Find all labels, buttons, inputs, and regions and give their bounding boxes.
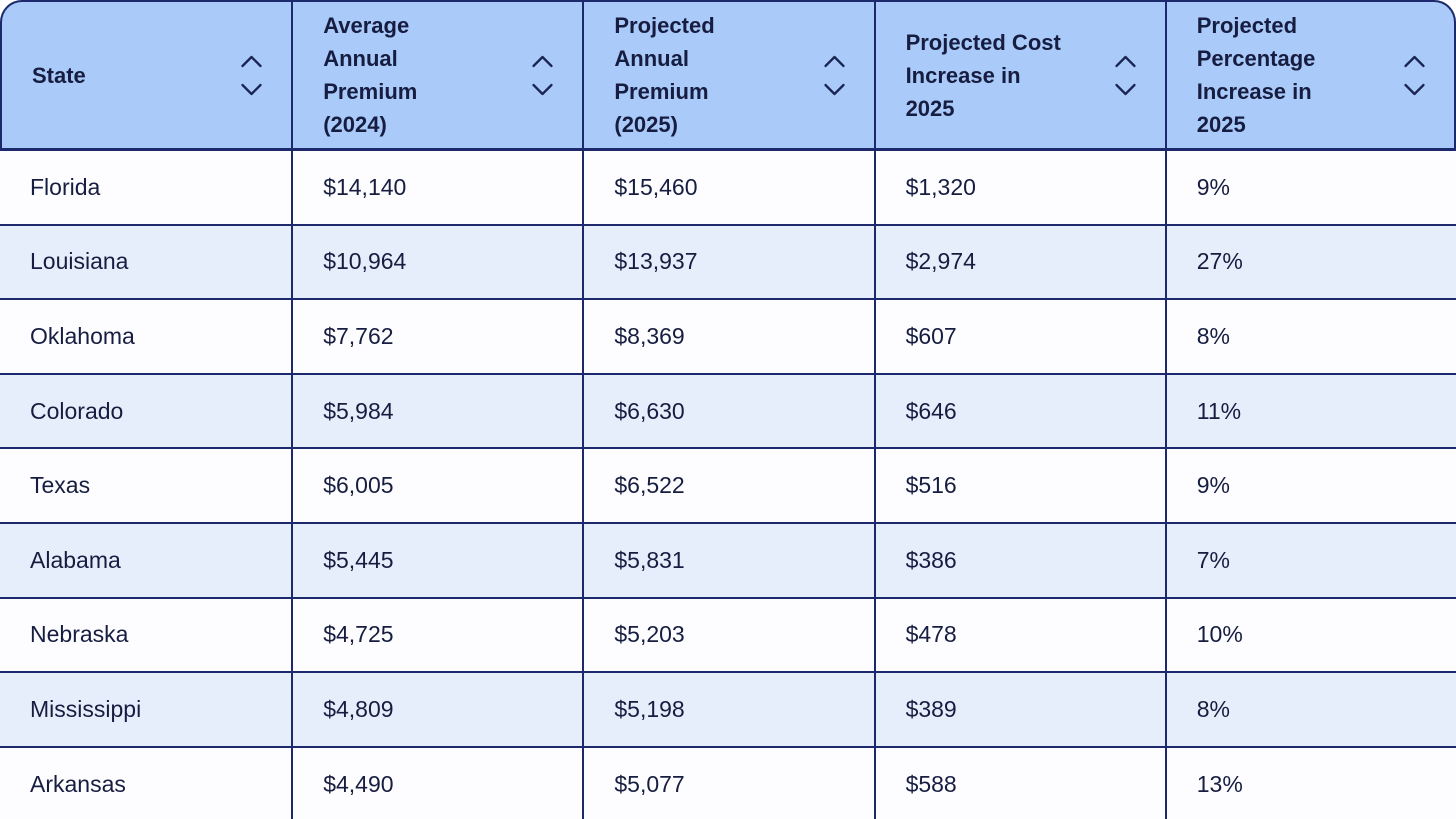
cell-state: Nebraska <box>0 598 292 674</box>
table-row: Texas $6,005 $6,522 $516 9% <box>0 449 1456 524</box>
cell-value: $4,809 <box>291 673 583 748</box>
cell-value: $10,964 <box>291 225 583 301</box>
cell-state: Arkansas <box>0 747 292 819</box>
sort-icons <box>240 55 263 96</box>
table-row: Colorado $5,984 $6,630 $646 11% <box>0 374 1456 450</box>
sort-descending-chevron-down-icon[interactable] <box>240 83 263 96</box>
cell-value: $1,320 <box>873 151 1165 226</box>
cell-value: $6,522 <box>582 449 874 524</box>
cell-value: $14,140 <box>291 151 583 226</box>
cell-value: $5,077 <box>582 747 874 819</box>
column-header-label: Projected Percentage Increase in 2025 <box>1196 13 1316 137</box>
cell-value: $15,460 <box>582 151 874 226</box>
table-row: Mississippi $4,809 $5,198 $389 8% <box>0 673 1456 748</box>
cell-value: $7,762 <box>291 300 583 375</box>
table-row: Nebraska $4,725 $5,203 $478 10% <box>0 598 1456 674</box>
cell-value: 9% <box>1164 151 1456 226</box>
cell-value: $389 <box>873 673 1165 748</box>
column-header-label: Projected Cost Increase in 2025 <box>905 29 1061 121</box>
table-row: Alabama $5,445 $5,831 $386 7% <box>0 523 1456 599</box>
sort-descending-chevron-down-icon[interactable] <box>823 83 846 96</box>
header-row: State Average Annual Premium (2024) Proj… <box>0 0 1456 151</box>
table-body: Florida $14,140 $15,460 $1,320 9% Louisiana $1… <box>0 151 1456 819</box>
cell-value: $607 <box>873 300 1165 375</box>
cell-state: Texas <box>0 449 292 524</box>
sort-descending-chevron-down-icon[interactable] <box>531 83 554 96</box>
column-header-label: Projected Annual Premium (2025) <box>614 13 715 137</box>
cell-value: 13% <box>1164 747 1456 819</box>
column-header-label: Average Annual Premium (2024) <box>323 13 418 137</box>
cell-state: Louisiana <box>0 225 292 301</box>
sort-ascending-chevron-up-icon[interactable] <box>531 55 554 68</box>
cell-value: 8% <box>1164 673 1456 748</box>
sort-icons <box>823 55 846 96</box>
sort-ascending-chevron-up-icon[interactable] <box>240 55 263 68</box>
cell-value: 7% <box>1164 523 1456 599</box>
cell-value: 9% <box>1164 449 1456 524</box>
cell-value: $386 <box>873 523 1165 599</box>
cell-value: $588 <box>873 747 1165 819</box>
sort-descending-chevron-down-icon[interactable] <box>1114 83 1137 96</box>
cell-state: Florida <box>0 151 292 226</box>
sort-ascending-chevron-up-icon[interactable] <box>1403 55 1426 68</box>
cell-value: $6,005 <box>291 449 583 524</box>
cell-value: 8% <box>1164 300 1456 375</box>
cell-value: $6,630 <box>582 374 874 450</box>
cell-value: $4,490 <box>291 747 583 819</box>
cell-value: $8,369 <box>582 300 874 375</box>
sort-descending-chevron-down-icon[interactable] <box>1403 83 1426 96</box>
cell-value: 11% <box>1164 374 1456 450</box>
cell-state: Oklahoma <box>0 300 292 375</box>
column-header-cost-increase-2025[interactable]: Projected Cost Increase in 2025 <box>873 0 1165 151</box>
table-row: Oklahoma $7,762 $8,369 $607 8% <box>0 300 1456 375</box>
cell-state: Colorado <box>0 374 292 450</box>
column-header-label: State <box>32 62 86 88</box>
cell-state: Alabama <box>0 523 292 599</box>
table-row: Louisiana $10,964 $13,937 $2,974 27% <box>0 225 1456 301</box>
sort-ascending-chevron-up-icon[interactable] <box>823 55 846 68</box>
cell-value: $646 <box>873 374 1165 450</box>
cell-value: 27% <box>1164 225 1456 301</box>
table-row: Florida $14,140 $15,460 $1,320 9% <box>0 151 1456 226</box>
cell-value: $5,831 <box>582 523 874 599</box>
column-header-pct-increase-2025[interactable]: Projected Percentage Increase in 2025 <box>1164 0 1456 151</box>
table-row: Arkansas $4,490 $5,077 $588 13% <box>0 747 1456 819</box>
cell-value: $4,725 <box>291 598 583 674</box>
cell-value: $5,984 <box>291 374 583 450</box>
cell-value: $516 <box>873 449 1165 524</box>
sort-icons <box>1403 55 1426 96</box>
column-header-proj-premium-2025[interactable]: Projected Annual Premium (2025) <box>582 0 874 151</box>
cell-value: $2,974 <box>873 225 1165 301</box>
cell-value: $5,445 <box>291 523 583 599</box>
column-header-avg-premium-2024[interactable]: Average Annual Premium (2024) <box>291 0 583 151</box>
cell-value: $13,937 <box>582 225 874 301</box>
cell-state: Mississippi <box>0 673 292 748</box>
cell-value: $478 <box>873 598 1165 674</box>
cell-value: $5,198 <box>582 673 874 748</box>
cell-value: $5,203 <box>582 598 874 674</box>
column-header-state[interactable]: State <box>0 0 292 151</box>
cell-value: 10% <box>1164 598 1456 674</box>
sort-icons <box>1114 55 1137 96</box>
sort-icons <box>531 55 554 96</box>
sort-ascending-chevron-up-icon[interactable] <box>1114 55 1137 68</box>
